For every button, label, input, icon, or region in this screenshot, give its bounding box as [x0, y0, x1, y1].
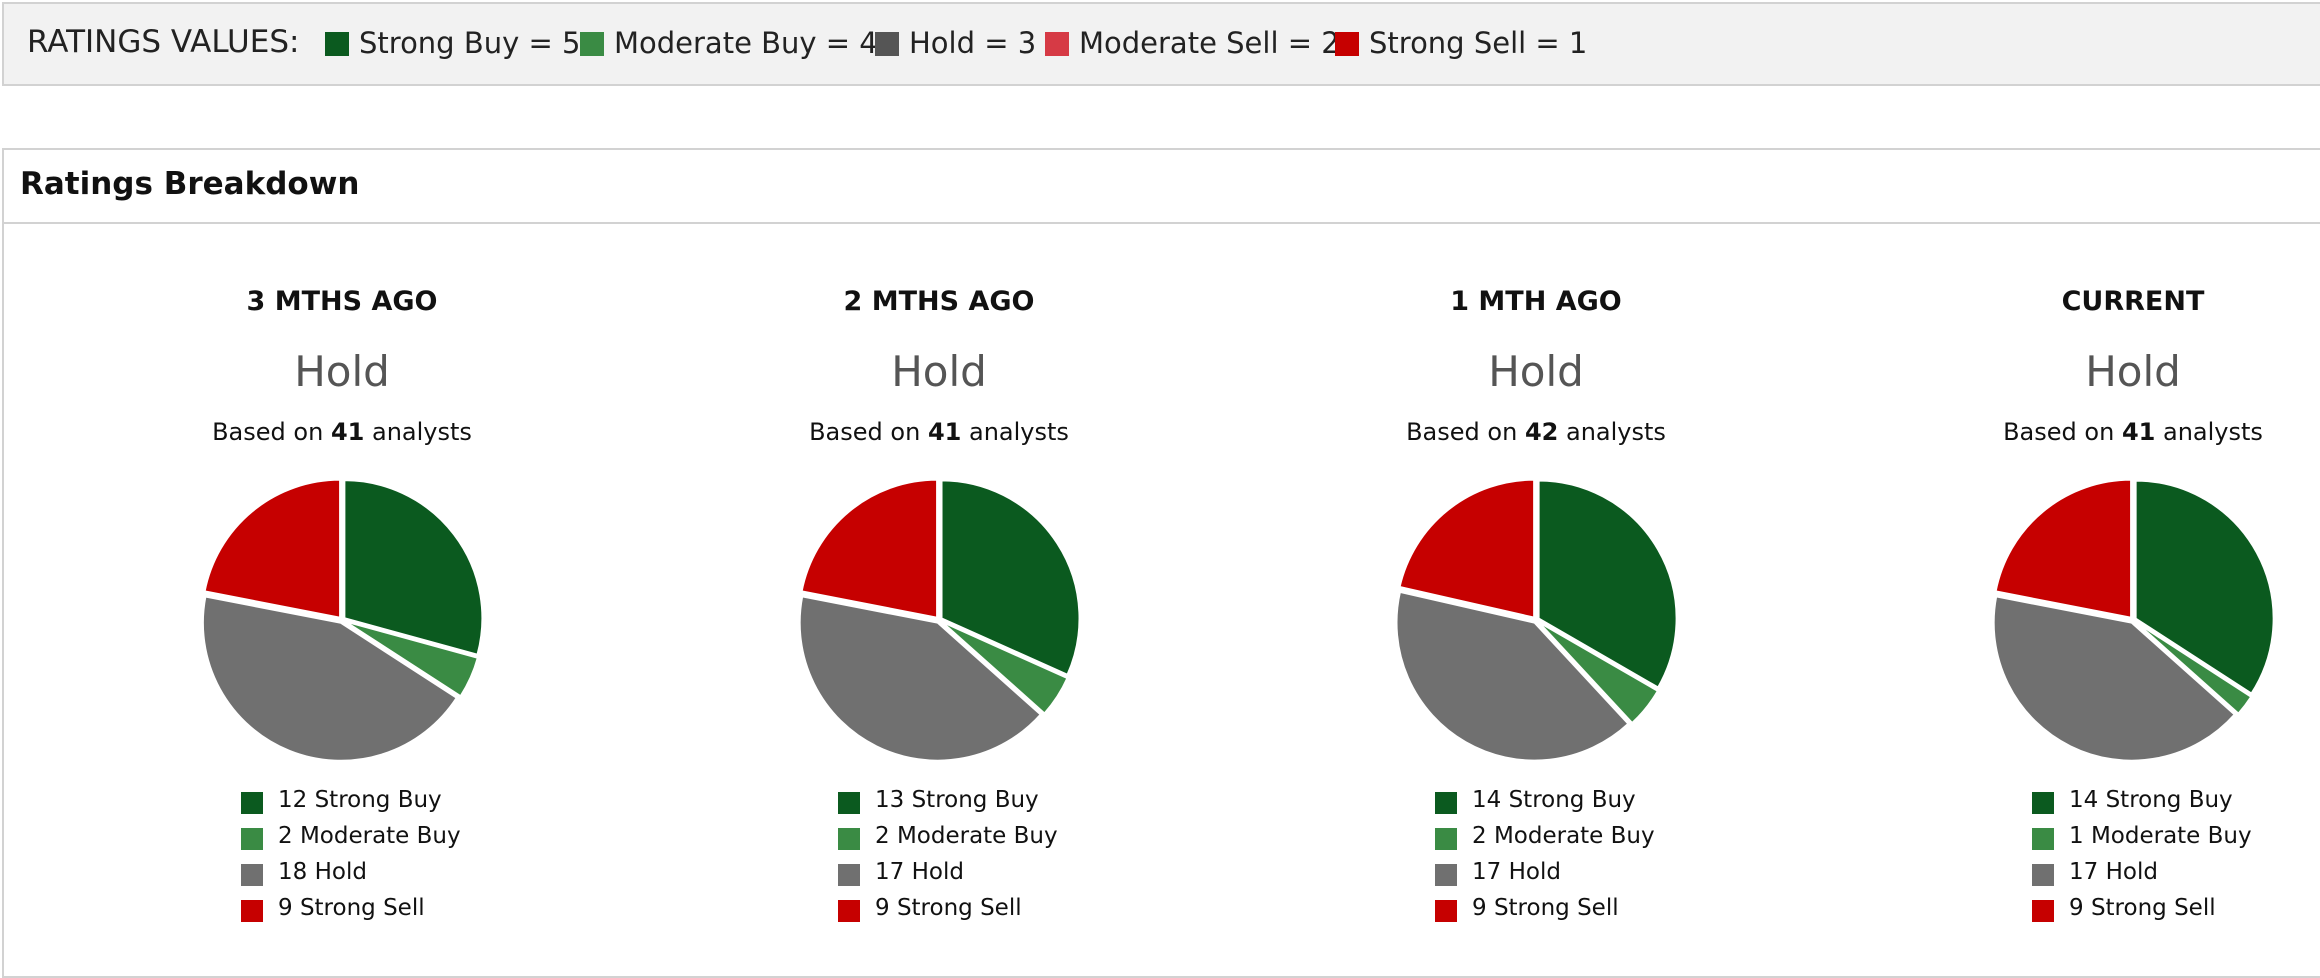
pie-slice-strong-buy[interactable]: [1537, 479, 1678, 689]
consensus-rating: Hold: [2085, 347, 2181, 396]
based-on-suffix: analysts: [1565, 418, 1666, 446]
consensus-rating: Hold: [1488, 347, 1584, 396]
ratings-values-bar: RATINGS VALUES: Strong Buy = 5 Moderate …: [2, 2, 2320, 86]
legend-label: 2 Moderate Buy: [1472, 823, 1655, 849]
pie-chart: [1992, 478, 2275, 762]
legend-swatch: [241, 828, 263, 850]
legend-swatch: [2032, 900, 2054, 922]
based-on-prefix: Based on: [1406, 418, 1518, 446]
rating-value-label: Strong Sell = 1: [1369, 26, 1588, 60]
legend-label: 14 Strong Buy: [2069, 787, 2233, 813]
pie-slice-strong-sell[interactable]: [1398, 478, 1536, 619]
pie-slice-strong-sell[interactable]: [203, 478, 342, 619]
based-on-suffix: analysts: [2162, 418, 2263, 446]
pie-chart: [798, 478, 1081, 762]
based-on-prefix: Based on: [809, 418, 921, 446]
legend-swatch: [1435, 828, 1457, 850]
legend-swatch: [2032, 792, 2054, 814]
legend-label: 9 Strong Sell: [2069, 895, 2216, 921]
legend-swatch: [241, 792, 263, 814]
chart-period-title: 2 MTHS AGO: [843, 286, 1035, 317]
legend-label: 17 Hold: [875, 859, 964, 885]
chart-period-title: 1 MTH AGO: [1450, 286, 1622, 317]
legend-swatch: [838, 828, 860, 850]
based-on-prefix: Based on: [212, 418, 324, 446]
based-on-analysts: Based on 41 analysts: [1833, 418, 2320, 446]
ratings-chart-1-mth-ago: 1 MTH AGO Hold Based on 42 analysts 14 Stro…: [1236, 0, 1836, 964]
pie-slice-strong-sell[interactable]: [800, 478, 939, 619]
legend-swatch: [241, 864, 263, 886]
legend-swatch: [2032, 828, 2054, 850]
based-on-prefix: Based on: [2003, 418, 2115, 446]
legend-label: 9 Strong Sell: [278, 895, 425, 921]
strong-buy-swatch: [325, 32, 349, 56]
legend-swatch: [2032, 864, 2054, 886]
rating-value-label: Moderate Sell = 2: [1079, 26, 1340, 60]
chart-period-title: 3 MTHS AGO: [246, 286, 438, 317]
legend-label: 17 Hold: [2069, 859, 2158, 885]
pie-chart: [201, 478, 484, 762]
legend-swatch: [838, 792, 860, 814]
pie-slice-strong-buy[interactable]: [2134, 479, 2275, 695]
legend-label: 1 Moderate Buy: [2069, 823, 2252, 849]
pie-slice-hold[interactable]: [201, 595, 458, 762]
ratings-values-title: RATINGS VALUES:: [27, 24, 300, 60]
rating-value-label: Hold = 3: [909, 26, 1037, 60]
pie-slice-moderate-buy[interactable]: [2134, 620, 2253, 715]
based-on-suffix: analysts: [968, 418, 1069, 446]
legend-swatch: [241, 900, 263, 922]
ratings-chart-current: CURRENT Hold Based on 41 analysts 14 Strong…: [1833, 0, 2320, 964]
pie-slice-strong-buy[interactable]: [343, 479, 484, 656]
based-on-analysts: Based on 41 analysts: [42, 418, 642, 446]
legend-swatch: [1435, 792, 1457, 814]
moderate-buy-swatch: [580, 32, 604, 56]
legend-label: 9 Strong Sell: [1472, 895, 1619, 921]
pie-slice-moderate-buy[interactable]: [343, 620, 479, 698]
strong-sell-swatch: [1335, 32, 1359, 56]
legend-label: 2 Moderate Buy: [875, 823, 1058, 849]
rating-value-label: Strong Buy = 5: [359, 26, 581, 60]
based-on-suffix: analysts: [371, 418, 472, 446]
legend-swatch: [838, 900, 860, 922]
analyst-count: 41: [927, 418, 962, 446]
rating-value-label: Moderate Buy = 4: [614, 26, 878, 60]
legend-label: 18 Hold: [278, 859, 367, 885]
ratings-breakdown-header: Ratings Breakdown: [4, 150, 2320, 224]
consensus-rating: Hold: [891, 347, 987, 396]
ratings-chart-3-mths-ago: 3 MTHS AGO Hold Based on 41 analysts 12 Str…: [42, 0, 642, 964]
legend-swatch: [1435, 864, 1457, 886]
analyst-count: 41: [2121, 418, 2156, 446]
based-on-analysts: Based on 41 analysts: [639, 418, 1239, 446]
pie-slice-moderate-buy[interactable]: [940, 620, 1069, 715]
chart-period-title: CURRENT: [2061, 286, 2205, 317]
moderate-sell-swatch: [1045, 32, 1069, 56]
legend-label: 14 Strong Buy: [1472, 787, 1636, 813]
pie-chart: [1395, 478, 1678, 762]
ratings-chart-2-mths-ago: 2 MTHS AGO Hold Based on 41 analysts 13 Str…: [639, 0, 1239, 964]
legend-label: 17 Hold: [1472, 859, 1561, 885]
pie-slice-hold[interactable]: [1992, 595, 2236, 762]
based-on-analysts: Based on 42 analysts: [1236, 418, 1836, 446]
ratings-breakdown-title: Ratings Breakdown: [20, 166, 360, 202]
analyst-count: 42: [1524, 418, 1559, 446]
legend-label: 9 Strong Sell: [875, 895, 1022, 921]
pie-slice-hold[interactable]: [798, 595, 1042, 762]
pie-slice-strong-buy[interactable]: [940, 479, 1081, 676]
hold-swatch: [875, 32, 899, 56]
pie-slice-hold[interactable]: [1395, 590, 1630, 762]
consensus-rating: Hold: [294, 347, 390, 396]
analyst-count: 41: [330, 418, 365, 446]
legend-swatch: [838, 864, 860, 886]
legend-label: 2 Moderate Buy: [278, 823, 461, 849]
legend-swatch: [1435, 900, 1457, 922]
legend-label: 12 Strong Buy: [278, 787, 442, 813]
pie-slice-moderate-buy[interactable]: [1537, 620, 1659, 725]
pie-slice-strong-sell[interactable]: [1994, 478, 2133, 619]
legend-label: 13 Strong Buy: [875, 787, 1039, 813]
